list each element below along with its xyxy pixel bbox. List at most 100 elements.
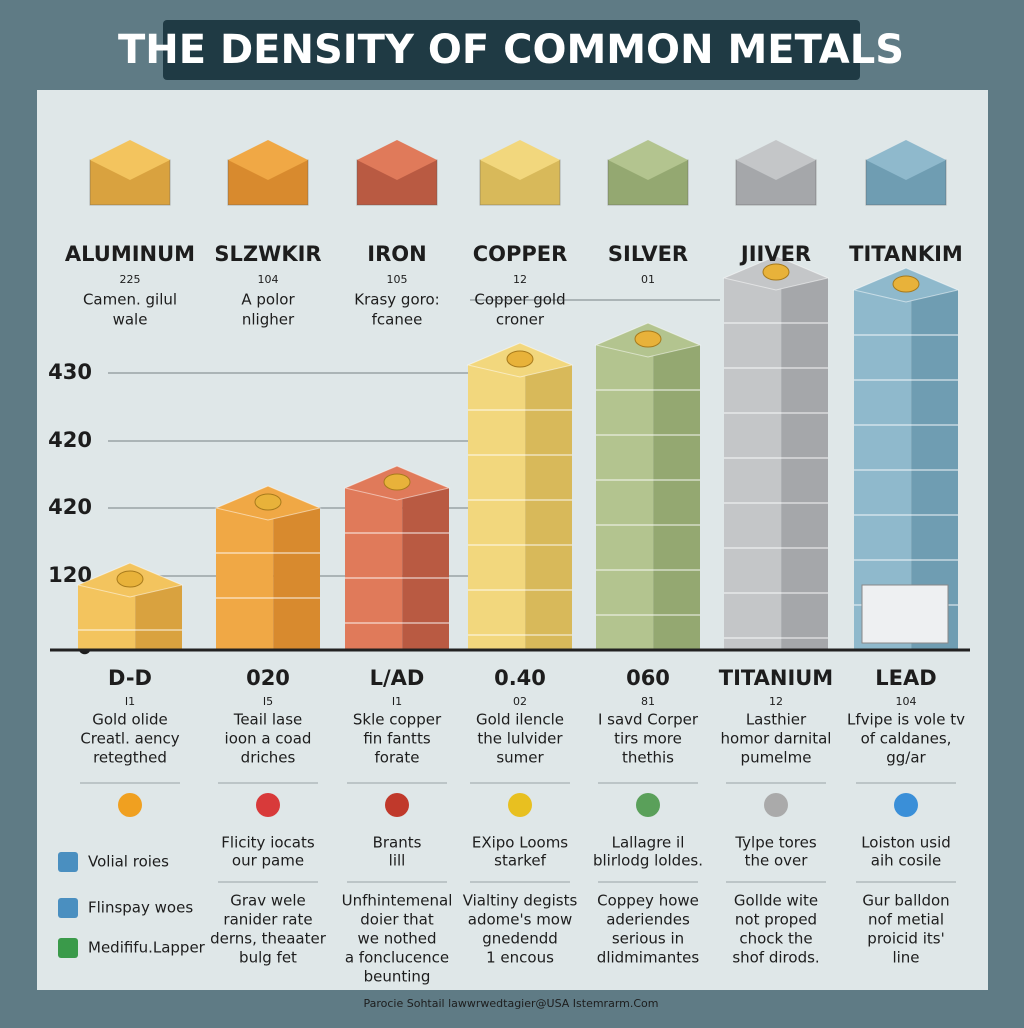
coin: [762, 263, 790, 281]
desc: Gold ilencle: [476, 711, 564, 729]
bar-front: [468, 365, 526, 650]
note: aih cosile: [871, 852, 941, 870]
bar-side: [402, 488, 449, 650]
metal-desc: Krasy goro:: [354, 291, 439, 309]
metal-desc: Camen. gilul: [83, 291, 177, 309]
metal-name: SILVER: [608, 242, 688, 266]
bar-front: [345, 488, 403, 650]
metal-desc: wale: [113, 311, 148, 329]
label: 060: [626, 666, 670, 690]
desc: Lfvipe is vole tv: [847, 711, 965, 729]
icon: [764, 793, 788, 817]
metal-number: 104: [258, 273, 279, 286]
metal-desc: fcanee: [372, 311, 423, 329]
icon: [118, 793, 142, 817]
note: our pame: [232, 852, 304, 870]
y-axis-label: 430: [48, 360, 92, 384]
desc: Teail lase: [233, 711, 303, 729]
note: blirlodg loldes.: [593, 852, 703, 870]
number: 02: [513, 695, 527, 708]
detail: gnedendd: [482, 930, 558, 948]
metal-name: IRON: [367, 242, 426, 266]
desc: fin fantts: [363, 730, 430, 748]
metal-icon-top: [736, 140, 816, 180]
detail: derns, theaater: [210, 930, 327, 948]
detail: Vialtiny degists: [463, 892, 578, 910]
building-icon: [861, 584, 949, 644]
detail: proicid its': [867, 930, 944, 948]
legend-icon: [58, 938, 78, 958]
bar-front: [724, 278, 782, 650]
metal-icon-top: [866, 140, 946, 180]
detail: aderiendes: [606, 911, 690, 929]
number: I1: [125, 695, 135, 708]
number: 104: [896, 695, 917, 708]
icon: [508, 793, 532, 817]
metal-name: TITANKIM: [849, 242, 963, 266]
icon: [256, 793, 280, 817]
detail: chock the: [739, 930, 812, 948]
detail: bulg fet: [239, 949, 297, 967]
metal-icon-top: [480, 140, 560, 180]
desc: retegthed: [93, 749, 167, 767]
label: LEAD: [875, 666, 936, 690]
desc: homor darnital: [721, 730, 832, 748]
desc: gg/ar: [886, 749, 926, 767]
desc: driches: [241, 749, 296, 767]
metal-icon-top: [608, 140, 688, 180]
legend-icon: [58, 898, 78, 918]
desc: forate: [375, 749, 420, 767]
metal-desc: nligher: [242, 311, 295, 329]
icon: [385, 793, 409, 817]
note: Loiston usid: [861, 834, 951, 852]
bar-side: [135, 585, 182, 650]
detail: we nothed: [357, 930, 436, 948]
detail: Gur balldon: [862, 892, 949, 910]
metal-name: JIIVER: [739, 242, 811, 266]
desc: I savd Corper: [598, 711, 699, 729]
number: 12: [769, 695, 783, 708]
desc: of caldanes,: [861, 730, 952, 748]
y-axis-label: 420: [48, 428, 92, 452]
number: I1: [392, 695, 402, 708]
metal-desc: Copper gold: [474, 291, 565, 309]
note: Brants: [373, 834, 422, 852]
bar-side: [653, 345, 700, 650]
coin: [506, 350, 534, 368]
note: the over: [745, 852, 809, 870]
metal-icon-top: [357, 140, 437, 180]
detail: a fonclucence: [345, 949, 449, 967]
detail: Gollde wite: [734, 892, 818, 910]
icon: [636, 793, 660, 817]
detail: line: [892, 949, 919, 967]
icon: [894, 793, 918, 817]
detail: serious in: [612, 930, 684, 948]
detail: Unfhintemenal: [342, 892, 453, 910]
label: L/AD: [370, 666, 425, 690]
detail: beunting: [364, 968, 431, 986]
note: starkef: [494, 852, 546, 870]
number: 81: [641, 695, 655, 708]
desc: thethis: [622, 749, 674, 767]
bar-side: [781, 278, 828, 650]
metal-number: 12: [513, 273, 527, 286]
title-box: [163, 20, 860, 80]
bar-side: [525, 365, 572, 650]
title: THE DENSITY OF COMMON METALS: [118, 27, 904, 73]
detail: adome's mow: [468, 911, 573, 929]
legend-icon: [58, 852, 78, 872]
footer: Parocie Sohtail lawwrwedtagier@USA Istem…: [363, 997, 658, 1010]
detail: doier that: [360, 911, 434, 929]
metal-desc: croner: [496, 311, 545, 329]
desc: sumer: [496, 749, 544, 767]
desc: tirs more: [614, 730, 682, 748]
detail: shof dirods.: [732, 949, 819, 967]
note: Lallagre il: [612, 834, 685, 852]
note: EXipo Looms: [472, 834, 568, 852]
desc: pumelme: [741, 749, 812, 767]
legend-item: Volial roies: [88, 853, 169, 871]
metal-number: 01: [641, 273, 655, 286]
legend-item: Medififu.Lapper: [88, 939, 206, 957]
bar-front: [216, 508, 274, 650]
